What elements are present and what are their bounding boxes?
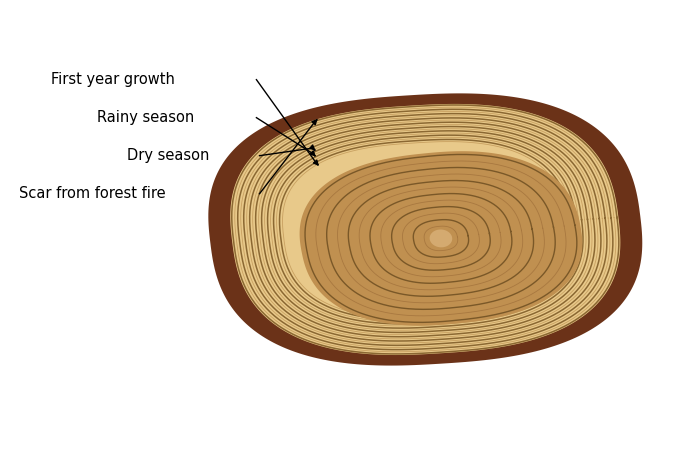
Polygon shape	[208, 93, 643, 365]
Text: Dry season: Dry season	[127, 148, 209, 163]
Polygon shape	[300, 151, 582, 326]
Text: Scar from forest fire: Scar from forest fire	[19, 186, 166, 201]
Polygon shape	[231, 104, 620, 355]
Text: Rainy season: Rainy season	[97, 110, 194, 125]
Polygon shape	[430, 230, 452, 248]
Text: First year growth: First year growth	[51, 72, 175, 87]
